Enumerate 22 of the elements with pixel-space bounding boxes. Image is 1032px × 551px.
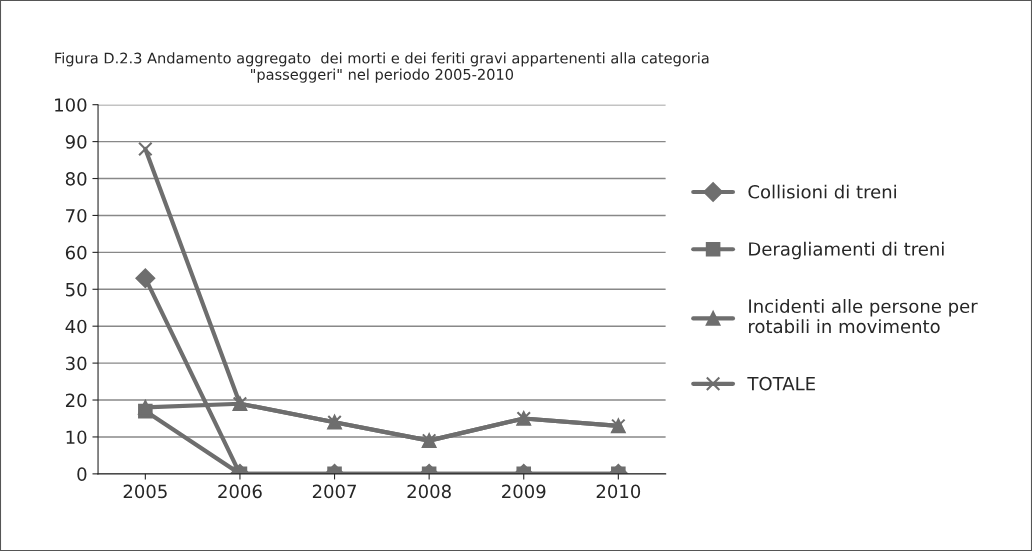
legend-label: Collisioni di treni bbox=[748, 184, 896, 199]
y-tick-label: 50 bbox=[66, 282, 87, 297]
y-tick-label: 70 bbox=[66, 208, 87, 223]
x-tick-label: 2005 bbox=[123, 484, 167, 499]
legend-label: TOTALE bbox=[747, 376, 815, 391]
y-tick-label: 30 bbox=[66, 356, 87, 371]
x-tick-label: 2007 bbox=[312, 484, 356, 499]
y-tick-label: 90 bbox=[65, 135, 87, 149]
y-tick-label: 0 bbox=[77, 467, 87, 481]
y-tick-label: 80 bbox=[65, 171, 87, 186]
y-tick-label: 10 bbox=[66, 430, 87, 445]
legend-label: Deragliamenti di treni bbox=[749, 241, 944, 260]
x-tick-label: 2010 bbox=[596, 484, 641, 499]
chart-title: Figura D.2.3 Andamento aggregato dei morti e dei feriti gravi appartenenti alla categoria "passeggeri" nel periodo 2005-2010 bbox=[55, 52, 709, 83]
y-tick-label: 40 bbox=[65, 319, 87, 334]
y-tick-label: 60 bbox=[65, 245, 87, 260]
y-tick-label: 20 bbox=[65, 393, 87, 408]
legend-label: Incidenti alle persone per rotabili in movimento bbox=[749, 299, 978, 334]
x-tick-label: 2008 bbox=[407, 484, 451, 499]
y-tick-label: 100 bbox=[55, 98, 87, 112]
x-tick-label: 2009 bbox=[502, 484, 546, 499]
x-tick-label: 2006 bbox=[218, 484, 262, 499]
